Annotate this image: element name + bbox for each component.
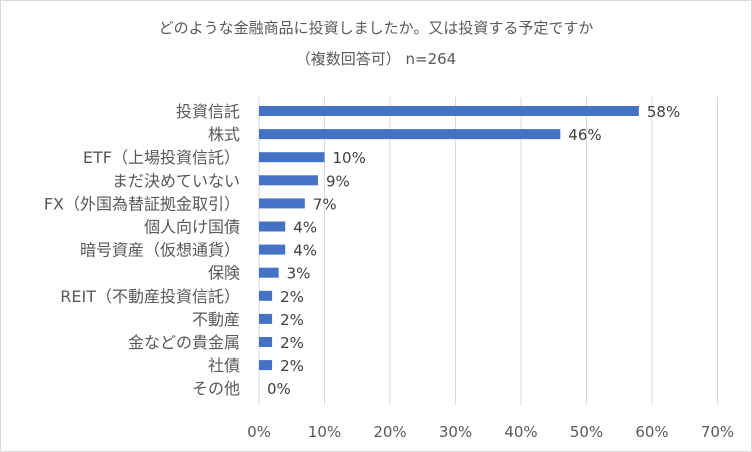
bar — [259, 175, 318, 186]
data-label: 2% — [280, 334, 304, 352]
data-label: 0% — [267, 380, 291, 398]
category-label: 保険 — [208, 264, 240, 283]
category-label: 株式 — [208, 125, 240, 144]
bar — [259, 360, 273, 371]
data-label: 7% — [313, 195, 337, 213]
x-tick-label: 50% — [570, 423, 603, 441]
category-label: 金などの貴金属 — [128, 333, 240, 352]
data-label: 4% — [293, 242, 317, 260]
data-label: 3% — [287, 265, 311, 283]
bar — [259, 152, 325, 163]
bar — [259, 267, 279, 278]
x-tick-label: 20% — [373, 423, 406, 441]
data-label: 10% — [333, 149, 366, 167]
category-label: 個人向け国債 — [144, 218, 240, 237]
data-label: 9% — [326, 172, 350, 190]
category-label: まだ決めていない — [112, 171, 240, 190]
data-label: 4% — [293, 219, 317, 237]
chart-subtitle: （複数回答可） n=264 — [295, 50, 457, 68]
data-label: 2% — [280, 288, 304, 306]
bar — [259, 290, 273, 301]
bar — [259, 198, 305, 209]
x-tick-label: 30% — [439, 423, 472, 441]
x-tick-label: 40% — [504, 423, 537, 441]
bar — [259, 106, 639, 116]
x-tick-label: 0% — [247, 423, 271, 441]
x-tick-label: 70% — [701, 423, 734, 441]
category-label: REIT（不動産投資信託） — [60, 287, 240, 306]
category-label: 不動産 — [192, 310, 240, 329]
category-label: 投資信託 — [176, 102, 240, 121]
bar — [259, 337, 273, 347]
bar — [259, 313, 273, 324]
x-tick-label: 10% — [308, 423, 341, 441]
bar — [259, 221, 286, 232]
category-label: 社債 — [208, 356, 240, 375]
data-label: 58% — [647, 103, 680, 121]
x-tick-label: 60% — [635, 423, 668, 441]
category-label: ETF（上場投資信託） — [83, 148, 240, 167]
data-label: 2% — [280, 311, 304, 329]
bar — [259, 244, 286, 255]
data-label: 2% — [280, 357, 304, 375]
category-label: その他 — [192, 379, 240, 398]
category-label: FX（外国為替証拠金取引） — [44, 194, 240, 213]
bar — [259, 129, 561, 140]
chart-title: どのような金融商品に投資しましたか。又は投資する予定ですか — [158, 19, 594, 37]
category-label: 暗号資産（仮想通貨） — [80, 241, 240, 260]
data-label: 46% — [568, 126, 601, 144]
